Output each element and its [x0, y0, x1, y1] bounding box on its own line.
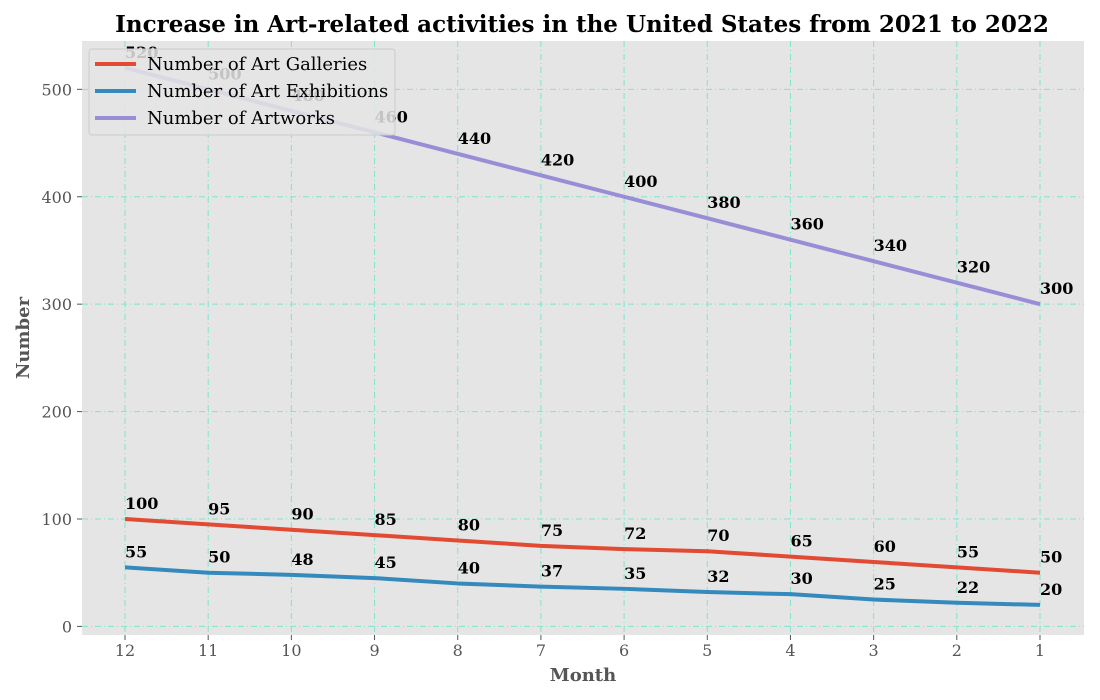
x-axis-label: Month — [550, 665, 616, 686]
data-label: 25 — [874, 575, 896, 594]
data-label: 300 — [1040, 279, 1073, 298]
data-label: 55 — [125, 542, 147, 561]
data-label: 45 — [375, 553, 397, 572]
data-label: 320 — [957, 258, 990, 277]
legend-entry: Number of Art Galleries — [147, 54, 367, 75]
legend-entry: Number of Artworks — [147, 108, 335, 129]
data-label: 50 — [208, 548, 230, 567]
data-label: 75 — [541, 521, 563, 540]
data-label: 85 — [375, 510, 397, 529]
data-label: 40 — [458, 558, 480, 577]
series-line-0 — [124, 516, 1041, 575]
legend-box — [88, 48, 396, 136]
data-label: 420 — [541, 150, 574, 169]
data-label: 80 — [458, 515, 480, 534]
y-tick-label: 500 — [41, 80, 72, 99]
data-label: 37 — [541, 562, 563, 581]
x-tick-label: 12 — [115, 641, 135, 660]
y-axis-label: Number — [13, 296, 34, 379]
data-label: 340 — [874, 236, 907, 255]
x-tick-label: 11 — [198, 641, 218, 660]
y-axis-ticks: 0 100 200 300 400 500 — [41, 80, 82, 636]
y-tick-label: 100 — [41, 510, 72, 529]
x-tick-label: 6 — [619, 641, 629, 660]
chart-title: Increase in Art-related activities in th… — [115, 11, 1049, 38]
x-tick-label: 3 — [869, 641, 879, 660]
y-tick-label: 0 — [62, 617, 72, 636]
data-label: 55 — [957, 542, 979, 561]
data-label: 70 — [707, 526, 729, 545]
data-label: 30 — [790, 569, 812, 588]
data-label: 22 — [957, 578, 979, 597]
series-line-1 — [124, 565, 1041, 607]
x-tick-label: 1 — [1035, 641, 1045, 660]
data-label: 90 — [291, 505, 313, 524]
y-tick-label: 300 — [41, 295, 72, 314]
data-label: 360 — [790, 215, 823, 234]
plot-area — [82, 41, 1084, 635]
data-label: 72 — [624, 524, 646, 543]
data-label: 440 — [458, 129, 491, 148]
data-label: 400 — [624, 172, 657, 191]
x-tick-label: 4 — [785, 641, 795, 660]
grid-lines — [82, 41, 1084, 635]
data-label: 60 — [874, 537, 896, 556]
data-label: 48 — [291, 550, 313, 569]
data-label: 32 — [707, 567, 729, 586]
data-label: 50 — [1040, 548, 1062, 567]
data-label: 20 — [1040, 580, 1062, 599]
y-tick-label: 400 — [41, 188, 72, 207]
x-tick-label: 9 — [369, 641, 379, 660]
data-label: 35 — [624, 564, 646, 583]
x-tick-label: 7 — [536, 641, 546, 660]
x-tick-label: 5 — [702, 641, 712, 660]
x-tick-label: 10 — [281, 641, 301, 660]
x-axis-ticks: 12 11 10 9 8 7 6 5 4 3 2 1 — [115, 635, 1045, 660]
legend: Number of Art Galleries Number of Art Exh… — [88, 48, 396, 136]
data-label: 380 — [707, 193, 740, 212]
legend-entry: Number of Art Exhibitions — [147, 81, 388, 102]
x-tick-label: 8 — [453, 641, 463, 660]
data-label: 100 — [125, 494, 158, 513]
x-tick-label: 2 — [952, 641, 962, 660]
y-tick-label: 200 — [41, 403, 72, 422]
data-label: 65 — [790, 532, 812, 551]
data-label: 95 — [208, 499, 230, 518]
